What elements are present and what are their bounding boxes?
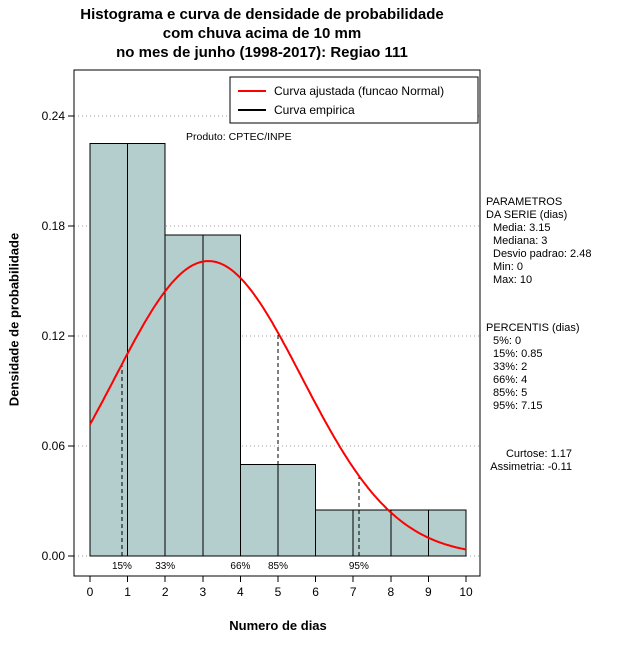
percentile-axis-label: 95% <box>349 561 369 572</box>
moments-panel: Curtose: 1.17 Assimetria: -0.11 <box>480 448 572 474</box>
histogram-bar <box>277 463 317 557</box>
x-tick-label: 6 <box>312 585 319 599</box>
percentile-66: 66%: 4 <box>493 374 528 386</box>
y-tick-label: 0.00 <box>42 549 66 563</box>
y-tick-label: 0.12 <box>42 329 66 343</box>
stat-curtose: Curtose: 1.17 <box>505 448 572 460</box>
x-tick-label: 5 <box>275 585 282 599</box>
y-tick-label: 0.24 <box>42 109 66 123</box>
legend: Curva ajustada (funcao Normal) Curva emp… <box>229 76 479 124</box>
chart-title-line3: no mes de junho (1998-2017): Regiao 111 <box>116 44 408 61</box>
product-note: Produto: CPTEC/INPE <box>186 131 292 143</box>
chart-title-line1: Histograma e curva de densidade de proba… <box>80 6 444 23</box>
percentile-33: 33%: 2 <box>493 361 528 373</box>
x-tick-label: 2 <box>162 585 169 599</box>
stat-assimetria: Assimetria: -0.11 <box>490 461 572 473</box>
x-tick-label: 9 <box>425 585 432 599</box>
legend-label-empirical-curve: Curva empirica <box>274 103 355 117</box>
empirical-curve <box>90 143 466 511</box>
histogram-bar <box>202 234 241 557</box>
percentile-15: 15%: 0.85 <box>493 348 543 360</box>
parameters-panel: PARAMETROS DA SERIE (dias) Media: 3.15 M… <box>486 196 591 287</box>
chart-title: Histograma e curva de densidade de proba… <box>0 5 524 62</box>
percentiles-title: PERCENTIS (dias) <box>486 322 580 334</box>
parameters-subtitle: DA SERIE (dias) <box>486 209 568 221</box>
percentile-5: 5%: 0 <box>493 335 522 347</box>
parameters-title: PARAMETROS <box>486 196 563 208</box>
x-tick-label: 1 <box>124 585 131 599</box>
x-axis-label: Numero de dias <box>229 618 327 633</box>
histogram-bar <box>164 234 204 557</box>
chart-title-line2: com chuva acima de 10 mm <box>162 25 362 42</box>
histogram-bar <box>89 143 129 557</box>
percentiles-panel: PERCENTIS (dias) 5%: 0 15%: 0.85 33%: 2 … <box>486 322 580 413</box>
percentile-axis-label: 85% <box>268 561 288 572</box>
normal-curve <box>89 260 467 551</box>
histogram-bar <box>127 143 166 557</box>
stat-mediana: Mediana: 3 <box>493 235 548 247</box>
percentile-axis-label: 15% <box>112 561 132 572</box>
percentile-axis-label: 33% <box>155 561 175 572</box>
stat-desvio-padrao: Desvio padrao: 2.48 <box>493 248 592 260</box>
x-tick-label: 3 <box>199 585 206 599</box>
stat-min: Min: 0 <box>493 261 523 273</box>
percentile-95: 95%: 7.15 <box>493 400 543 412</box>
percentile-85: 85%: 5 <box>493 387 528 399</box>
histogram-bar <box>315 509 354 557</box>
y-tick-label: 0.06 <box>42 439 66 453</box>
y-tick-label: 0.18 <box>42 219 66 233</box>
legend-label-fitted-curve: Curva ajustada (funcao Normal) <box>274 84 444 98</box>
stat-max: Max: 10 <box>493 274 533 286</box>
x-tick-label: 4 <box>237 585 244 599</box>
percentile-axis-label: 66% <box>230 561 250 572</box>
plot-layers: 15% 33% 66% 85% 95% 0 1 2 3 4 5 6 7 8 9 10 0.00 0.06 0.12 0… <box>42 69 481 599</box>
plot-box <box>73 69 481 577</box>
legend-box <box>229 76 479 124</box>
x-tick-label: 0 <box>87 585 94 599</box>
x-tick-label: 8 <box>387 585 394 599</box>
stat-media: Media: 3.15 <box>493 222 551 234</box>
histogram-bar <box>239 463 279 557</box>
x-tick-label: 10 <box>459 585 473 599</box>
x-tick-label: 7 <box>350 585 357 599</box>
